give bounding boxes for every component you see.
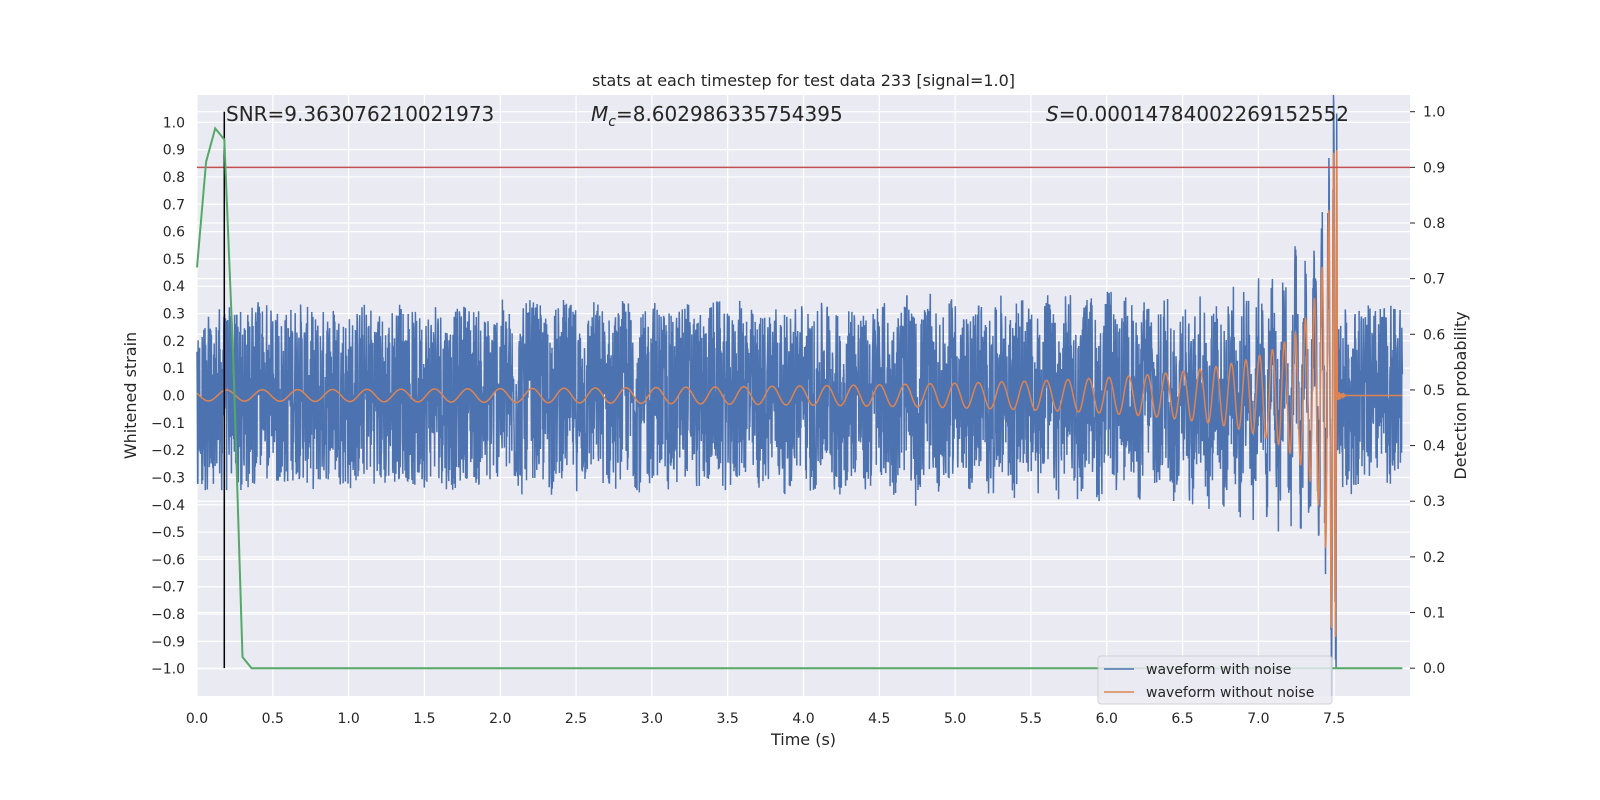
y-tick-label: −0.4	[151, 498, 185, 514]
y-tick-label: 0.4	[163, 279, 185, 295]
x-tick-label: 2.0	[489, 711, 511, 727]
mc-symbol: M	[591, 102, 608, 126]
x-axis-label: Time (s)	[770, 730, 836, 749]
y-tick-label: 0.3	[163, 307, 185, 323]
legend-box	[1097, 655, 1333, 705]
y2-tick-label: 0.8	[1423, 216, 1445, 232]
mc-subscript: c	[608, 114, 616, 130]
s-symbol: S	[1046, 102, 1059, 126]
y-tick-label: 1.0	[163, 115, 185, 131]
y-tick-label: 0.0	[163, 389, 185, 405]
x-tick-label: 3.0	[641, 711, 663, 727]
y2-tick-label: 1.0	[1423, 105, 1445, 121]
y-tick-label: −0.7	[151, 580, 185, 596]
x-tick-label: 0.5	[262, 711, 284, 727]
y2-tick-label: 0.2	[1423, 550, 1445, 566]
y-tick-label: −0.5	[151, 525, 185, 541]
y2-tick-label: 0.9	[1423, 160, 1445, 176]
series-without-noise-line	[196, 149, 1403, 638]
x-tick-label: 4.5	[868, 711, 890, 727]
series-layer	[196, 94, 1410, 697]
x-tick-label: 1.5	[413, 711, 435, 727]
x-tick-label: 4.0	[792, 711, 814, 727]
y2-axis-label: Detection probability	[1451, 311, 1470, 479]
x-tick-label: 2.5	[565, 711, 587, 727]
y2-tick-label: 0.1	[1423, 606, 1445, 622]
ticks-layer: 0.0 0.5 1.0 1.5 2.0 2.5 3.0 3.5 4.0 4.5 5.0 5.5 6.0 6…	[151, 105, 1445, 727]
chirp-mass-annotation: Mc=8.602986335754395	[591, 102, 843, 130]
snr-annotation: SNR=9.363076210021973	[226, 102, 494, 126]
chart-title: stats at each timestep for test data 233…	[592, 71, 1015, 90]
y2-tick-label: 0.3	[1423, 494, 1445, 510]
x-tick-label: 5.5	[1020, 711, 1042, 727]
y2-tick-label: 0.4	[1423, 439, 1445, 455]
y-tick-label: 0.5	[163, 252, 185, 268]
x-tick-label: 1.0	[337, 711, 359, 727]
s-annotation: S=0.00014784002269152552	[1046, 102, 1349, 126]
y-tick-label: −0.3	[151, 470, 185, 486]
y-tick-label: 0.7	[163, 197, 185, 213]
y-tick-label: 0.6	[163, 225, 185, 241]
y2-tick-label: 0.0	[1423, 661, 1445, 677]
legend-label-with-noise: waveform with noise	[1146, 662, 1291, 678]
y-tick-label: −0.8	[151, 607, 185, 623]
x-tick-label: 5.0	[944, 711, 966, 727]
y-tick-label: 0.2	[163, 334, 185, 350]
y-axis-label: Whitened strain	[121, 332, 140, 459]
y-tick-label: −1.0	[151, 662, 185, 678]
y-tick-label: −0.1	[151, 416, 185, 432]
y-tick-label: 0.8	[163, 170, 185, 186]
y2-tick-label: 0.5	[1423, 383, 1445, 399]
x-tick-label: 7.5	[1323, 711, 1345, 727]
x-tick-label: 7.0	[1247, 711, 1269, 727]
y-tick-label: −0.9	[151, 634, 185, 650]
y-tick-label: −0.2	[151, 443, 185, 459]
y-tick-label: −0.6	[151, 552, 185, 568]
x-tick-label: 6.5	[1171, 711, 1193, 727]
y-tick-label: 0.1	[163, 361, 185, 377]
x-tick-label: 3.5	[717, 711, 739, 727]
s-value: =0.00014784002269152552	[1059, 102, 1349, 126]
y2-tick-label: 0.6	[1423, 327, 1445, 343]
y-tick-label: 0.9	[163, 143, 185, 159]
legend: waveform with noise waveform without noi…	[1097, 655, 1333, 705]
x-tick-label: 6.0	[1096, 711, 1118, 727]
legend-label-without-noise: waveform without noise	[1146, 685, 1314, 701]
y2-tick-label: 0.7	[1423, 272, 1445, 288]
series-with-noise-line	[196, 94, 1404, 697]
mc-value: =8.602986335754395	[616, 102, 843, 126]
x-tick-label: 0.0	[186, 711, 208, 727]
